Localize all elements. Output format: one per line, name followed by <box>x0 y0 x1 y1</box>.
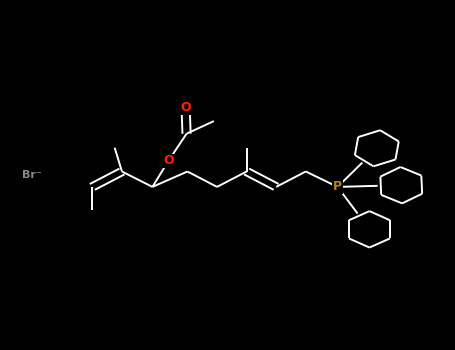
Text: O: O <box>163 154 174 168</box>
Text: P: P <box>333 180 342 194</box>
Text: O: O <box>180 101 191 114</box>
Text: Br⁻: Br⁻ <box>22 170 42 180</box>
